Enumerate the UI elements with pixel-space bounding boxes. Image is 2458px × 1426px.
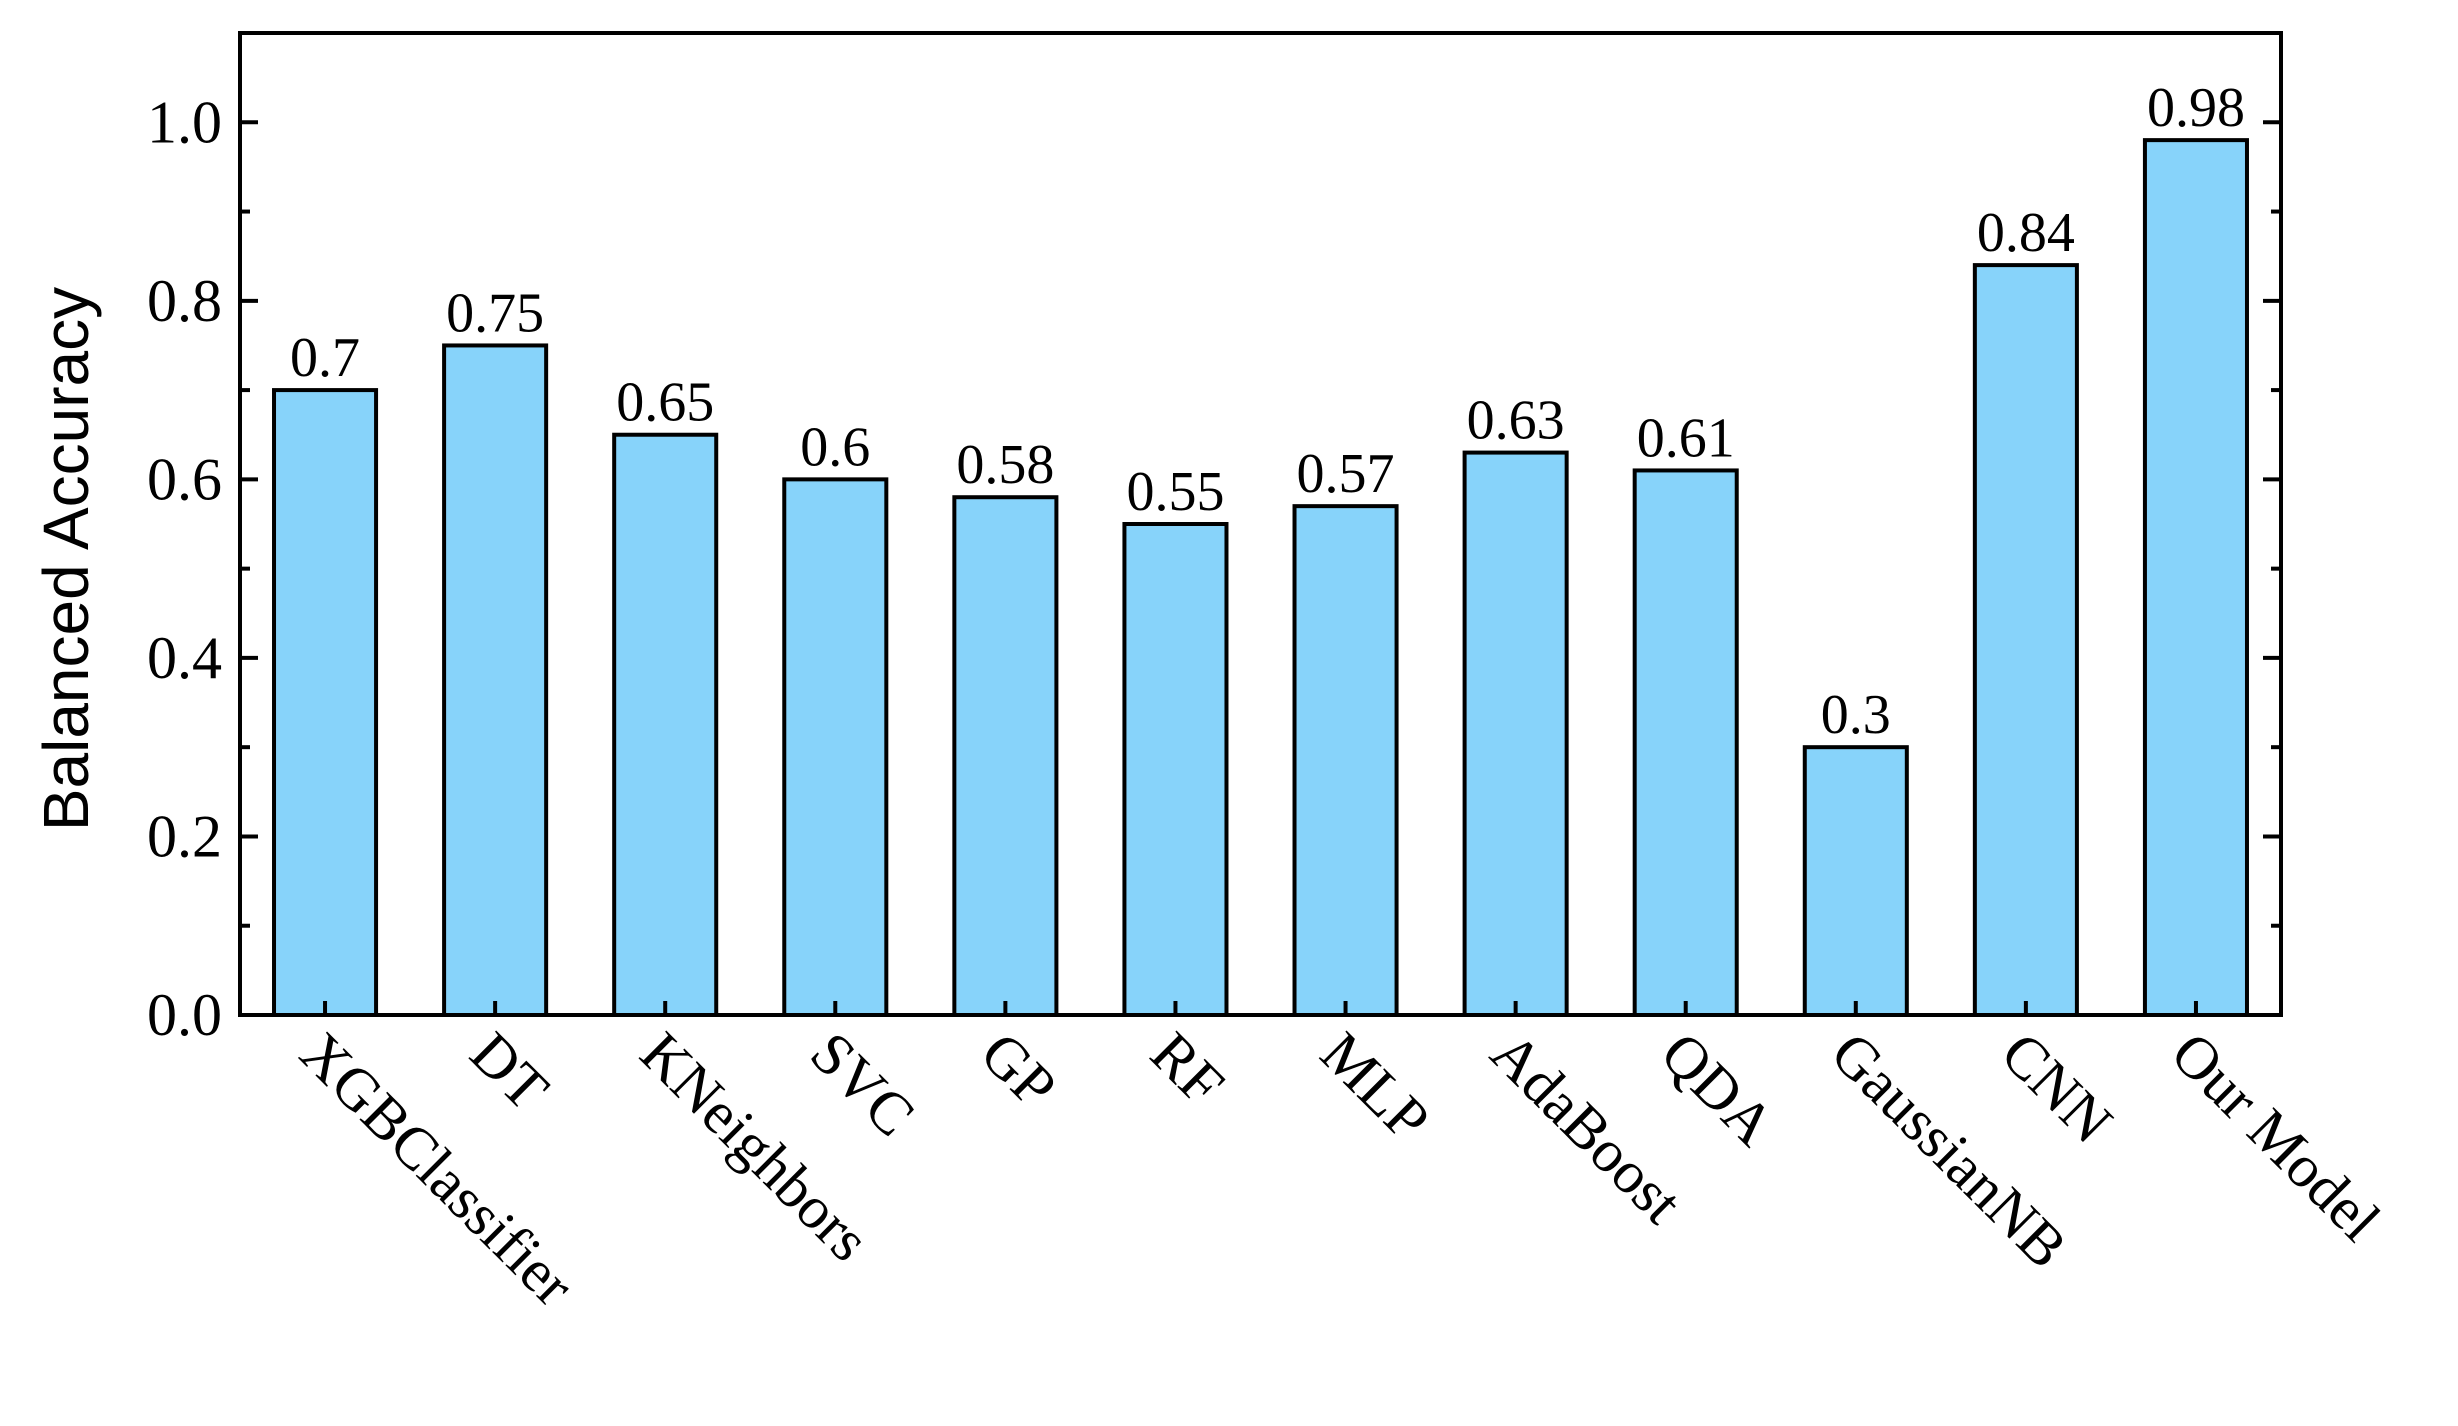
bar-gaussiannb [1802,745,1909,1017]
bar-gp [952,495,1059,1018]
bar-mlp [1292,504,1399,1017]
bar-value-label: 0.6 [800,416,870,478]
bar-value-label: 0.58 [956,434,1054,496]
plot-frame [238,31,2283,1017]
x-tick-label: RF [1138,1020,1237,1119]
y-tick-label: 0.6 [147,446,222,512]
bar-value-label: 0.84 [1977,202,2075,264]
bar-value-label: 0.65 [616,372,714,434]
bar-qda [1632,468,1739,1017]
bar-value-label: 0.75 [446,282,544,344]
bar-kneighbors [612,432,719,1018]
value-labels-layer: 0.7 0.75 0.65 0.6 0.58 0.55 0.57 0.63 0.61 0.3 0.8… [290,77,2245,746]
bar-cnn [1972,263,2079,1017]
bars-layer [272,138,2249,1018]
bar-value-label: 0.7 [290,327,360,389]
bar-value-label: 0.55 [1126,461,1224,523]
x-tick-label: QDA [1649,1020,1788,1159]
x-tick-label: MLP [1308,1020,1442,1154]
bar-rf [1122,522,1229,1017]
x-tick-label: CNN [1989,1020,2125,1156]
bar-dt [442,343,549,1017]
y-tick-label: 0.2 [147,803,222,869]
y-tick-label: 0.0 [147,982,222,1048]
x-tick-label: DT [458,1020,561,1123]
bar-value-label: 0.61 [1637,407,1735,469]
x-tick-label: Our Model [2159,1020,2393,1254]
y-tick-label: 1.0 [147,89,222,155]
bar-adaboost [1462,450,1569,1017]
bar-value-label: 0.98 [2147,77,2245,139]
bar-value-label: 0.63 [1467,390,1565,452]
bar-xgbclassifier [272,388,379,1017]
bar-svc [782,477,889,1017]
y-axis-label: Balanced Accuracy [30,287,102,831]
x-tick-label: SVC [798,1020,927,1149]
bar-value-label: 0.3 [1821,684,1891,746]
bar-our-model [2142,138,2249,1017]
x-tick-label: GP [968,1020,1069,1121]
y-tick-label: 0.4 [147,625,222,691]
bar-value-label: 0.57 [1297,443,1395,505]
y-tick-label: 0.8 [147,268,222,334]
y-axis-ticks: 0.0 0.2 0.4 0.6 0.8 1.0 [147,31,2281,1048]
